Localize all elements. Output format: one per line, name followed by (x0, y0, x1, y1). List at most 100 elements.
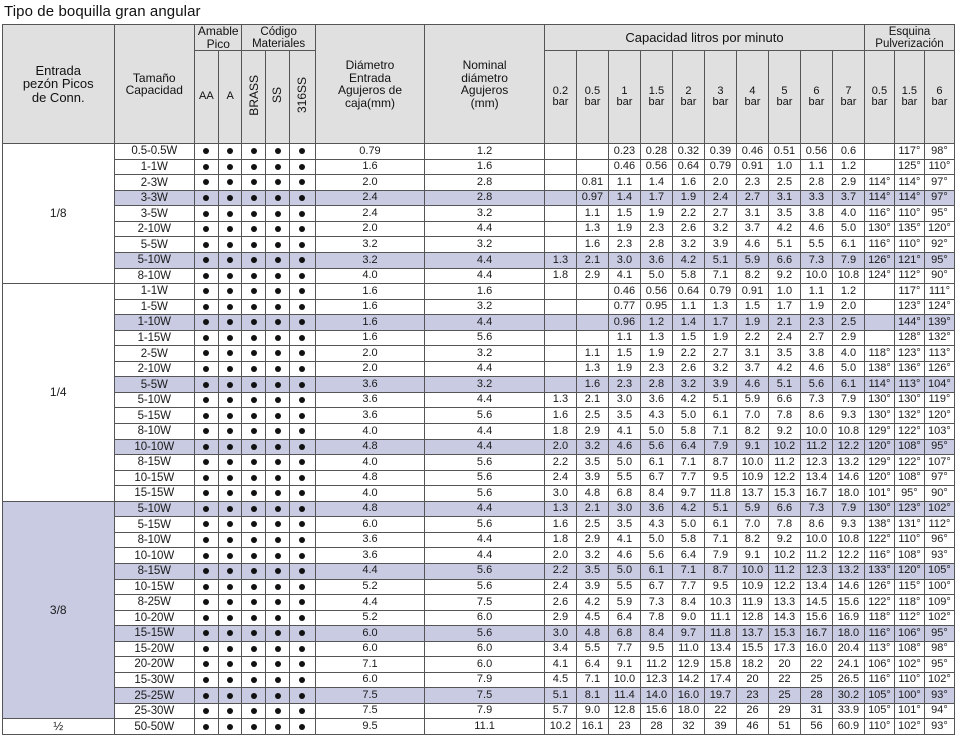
filled-circle-icon (299, 288, 306, 295)
availability-dot-ss (265, 640, 290, 658)
capacity-cell-7bar: 7.9 (831, 252, 865, 269)
availability-dot-316ss (288, 252, 316, 269)
filled-circle-icon (274, 397, 281, 404)
capacity-cell-0-2bar: 1.6 (543, 407, 577, 425)
spray-angle-cell-0-5bar: 130° (863, 220, 895, 238)
table-row: 5-5W 3.2 3.2 1.6 2.3 2.8 3.2 3.9 4.6 5.1 5.5 6.1 116… (3, 236, 956, 254)
capacity-cell-0-5bar: 3.9 (575, 578, 609, 596)
filled-circle-icon (227, 692, 234, 699)
capacity-cell-4bar: 13.7 (735, 625, 769, 642)
capacity-cell-5bar: 3.5 (767, 205, 801, 222)
spray-angle-cell-0-5bar: 116° (863, 547, 895, 564)
capacity-cell-0-2bar: 1.6 (543, 516, 577, 533)
filled-circle-icon (299, 474, 306, 481)
capacity-cell-1-5bar: 0.95 (639, 298, 673, 316)
capacity-cell-0-5bar: 2.1 (575, 500, 609, 518)
availability-dot-ss (265, 671, 290, 689)
availability-dot-316ss (288, 298, 316, 316)
filled-circle-icon (299, 303, 306, 310)
spray-angle-cell-0-5bar (863, 314, 895, 331)
inlet-diameter-cell: 3.6 (314, 531, 426, 549)
filled-circle-icon (227, 366, 234, 373)
capacity-size-cell: 15-15W (113, 485, 196, 502)
capacity-cell-4bar: 5.9 (735, 252, 769, 269)
capacity-cell-1bar: 1.1 (607, 329, 641, 347)
capacity-cell-1-5bar: 6.1 (639, 454, 673, 471)
availability-dot-aa (194, 500, 219, 518)
capacity-cell-1bar: 2.3 (607, 376, 641, 393)
inlet-diameter-cell: 4.8 (314, 500, 426, 518)
capacity-cell-6bar: 4.6 (799, 220, 833, 238)
availability-dot-brass (241, 252, 267, 269)
availability-dot-a (217, 718, 243, 735)
filled-circle-icon (227, 334, 234, 341)
capacity-cell-1bar: 1.4 (607, 189, 641, 207)
capacity-cell-1bar: 6.8 (607, 485, 641, 502)
capacity-cell-3bar: 11.8 (703, 485, 737, 502)
capacity-cell-0-2bar: 1.8 (543, 267, 577, 285)
capacity-cell-0-5bar (575, 314, 609, 331)
capacity-cell-0-2bar: 2.0 (543, 547, 577, 564)
capacity-cell-0-5bar: 3.2 (575, 438, 609, 456)
capacity-cell-7bar: 20.4 (831, 640, 865, 658)
capacity-cell-2bar: 32 (671, 718, 705, 735)
capacity-cell-6bar: 7.3 (799, 391, 833, 409)
capacity-cell-0-5bar: 2.1 (575, 391, 609, 409)
spray-angle-cell-0-5bar: 114° (863, 376, 895, 393)
capacity-cell-6bar: 16.7 (799, 625, 833, 642)
capacity-cell-7bar: 13.2 (831, 562, 865, 580)
filled-circle-icon (274, 381, 281, 388)
nominal-diameter-cell: 4.4 (424, 314, 545, 331)
capacity-size-cell: 10-15W (113, 578, 196, 596)
filled-circle-icon (227, 537, 234, 544)
filled-circle-icon (227, 459, 234, 466)
bar-value: 1.5 (901, 84, 918, 97)
capacity-cell-2bar: 1.9 (671, 189, 705, 207)
capacity-size-cell: 5-5W (113, 236, 196, 254)
filled-circle-icon (299, 210, 306, 217)
availability-dot-316ss (288, 438, 316, 456)
availability-dot-brass (241, 174, 267, 191)
availability-dot-316ss (288, 407, 316, 425)
capacity-cell-2bar: 5.8 (671, 267, 705, 285)
availability-dot-brass (241, 360, 267, 378)
spray-angle-cell-1-5bar: 122° (893, 454, 925, 471)
capacity-cell-6bar: 22 (799, 656, 833, 673)
filled-circle-icon (299, 257, 306, 264)
filled-circle-icon (227, 723, 234, 730)
capacity-cell-3bar: 2.7 (703, 205, 737, 222)
filled-circle-icon (274, 537, 281, 544)
capacity-cell-7bar: 18.0 (831, 485, 865, 502)
availability-dot-aa (194, 423, 219, 440)
capacity-cell-0-2bar: 2.6 (543, 594, 577, 611)
spray-angle-cell-1-5bar: 100° (893, 687, 925, 704)
availability-dot-brass (241, 469, 267, 487)
filled-circle-icon (203, 583, 210, 590)
bar-unit: bar (776, 96, 793, 109)
capacity-cell-1-5bar: 4.3 (639, 516, 673, 533)
nominal-diameter-cell: 5.6 (424, 329, 545, 347)
capacity-cell-5bar: 9.2 (767, 531, 801, 549)
capacity-cell-1-5bar: 1.7 (639, 189, 673, 207)
page-title: Tipo de boquilla gran angular (4, 3, 201, 20)
spray-angle-cell-0-5bar (863, 298, 895, 316)
spray-angle-cell-1-5bar: 115° (893, 578, 925, 596)
capacity-cell-0-5bar: 4.5 (575, 609, 609, 627)
capacity-size-cell: 15-15W (113, 625, 196, 642)
capacity-cell-0-2bar (543, 345, 577, 362)
capacity-cell-6bar: 0.56 (799, 143, 833, 160)
capacity-cell-0-5bar: 0.81 (575, 174, 609, 191)
filled-circle-icon (227, 583, 234, 590)
filled-circle-icon (227, 552, 234, 559)
capacity-cell-4bar: 23 (735, 687, 769, 704)
availability-dot-aa (194, 236, 219, 254)
spray-angle-cell-1-5bar: 110° (893, 531, 925, 549)
bar-value: 5 (781, 84, 788, 97)
availability-dot-ss (265, 438, 290, 456)
spray-angle-cell-6bar: 96° (923, 531, 956, 549)
header-diametro-entrada: Diámetro Entrada Agujeros de caja(mm) (314, 23, 426, 145)
capacity-cell-7bar: 13.2 (831, 454, 865, 471)
availability-dot-aa (194, 671, 219, 689)
spray-angle-cell-1-5bar: 118° (893, 594, 925, 611)
spray-angle-cell-1-5bar: 112° (893, 267, 925, 285)
